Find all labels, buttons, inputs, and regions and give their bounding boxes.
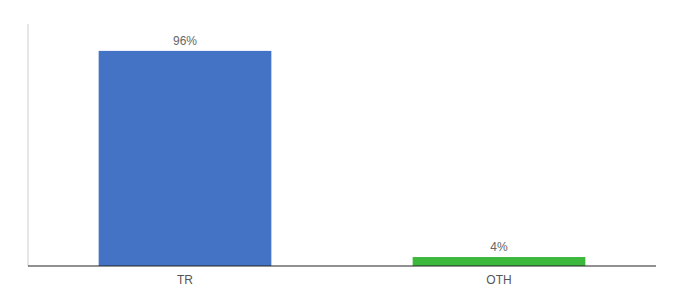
bar <box>413 257 586 266</box>
x-axis-line <box>28 265 656 266</box>
x-tick-label: OTH <box>486 273 511 287</box>
chart-svg: TR 96% OTH 4% <box>0 0 680 300</box>
data-label: 96% <box>173 34 197 48</box>
bars <box>99 51 586 266</box>
bar <box>99 51 272 266</box>
y-axis-line <box>28 24 29 266</box>
data-label: 4% <box>490 240 508 254</box>
chart-container: TR 96% OTH 4% <box>0 0 680 300</box>
x-tick-label: TR <box>177 273 193 287</box>
